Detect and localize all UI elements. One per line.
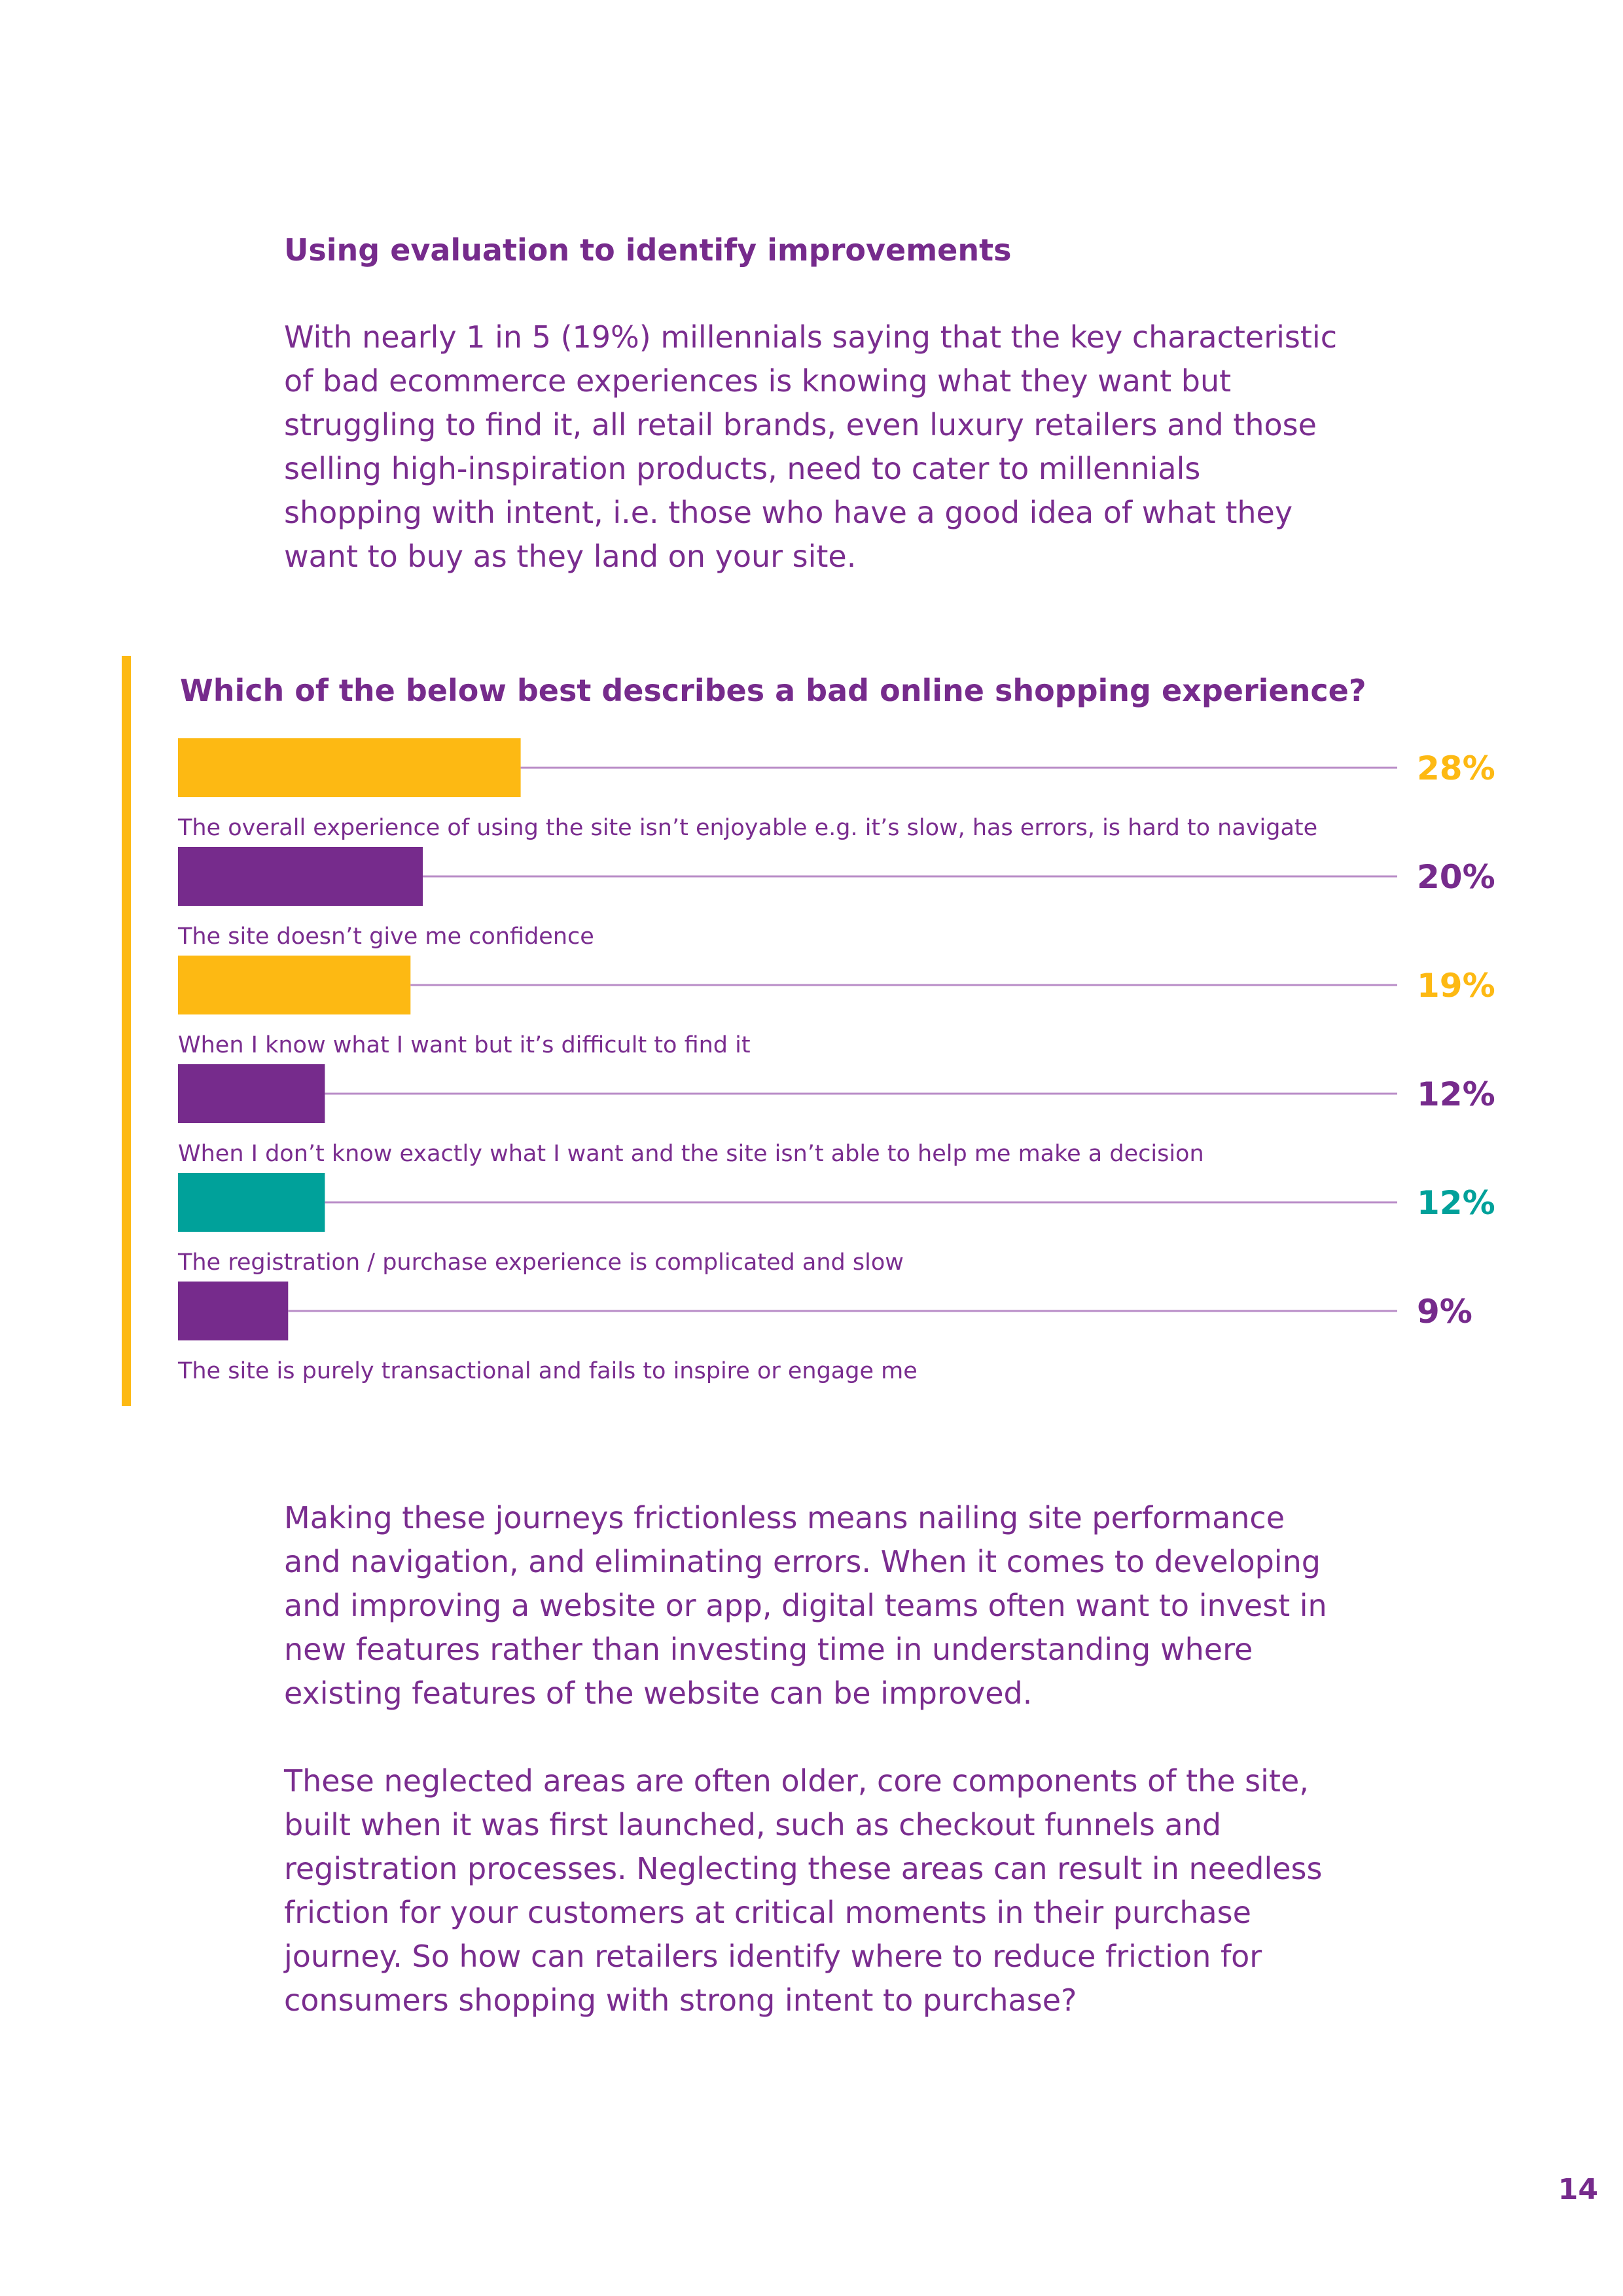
chart-title: Which of the below best describes a bad … <box>180 673 1366 708</box>
value-label-3: 19% <box>1417 967 1495 1005</box>
bar-5 <box>178 1173 325 1232</box>
page-number: 14 <box>1558 2173 1598 2206</box>
category-label-1: The overall experience of using the site… <box>177 815 1317 841</box>
category-label-2: The site doesn’t give me confidence <box>177 924 594 950</box>
bar-2 <box>178 847 423 906</box>
body-paragraph-1: Making these journeys frictionless means… <box>284 1500 1327 1711</box>
body-paragraph-2: These neglected areas are often older, c… <box>284 1763 1323 2018</box>
category-label-6: The site is purely transactional and fai… <box>177 1358 918 1384</box>
bar-4 <box>178 1064 325 1123</box>
category-label-5: The registration / purchase experience i… <box>177 1249 904 1276</box>
category-label-3: When I know what I want but it’s difficu… <box>178 1032 751 1058</box>
bar-3 <box>178 956 411 1014</box>
value-label-1: 28% <box>1417 749 1495 787</box>
section-heading: Using evaluation to identify improvement… <box>284 232 1012 268</box>
value-label-6: 9% <box>1417 1293 1472 1331</box>
bar-1 <box>178 738 521 797</box>
chart-accent-bar <box>122 656 131 1406</box>
value-label-4: 12% <box>1417 1075 1495 1113</box>
value-label-2: 20% <box>1417 858 1495 896</box>
bar-chart: 28% The overall experience of using the s… <box>177 738 1495 1384</box>
intro-paragraph: With nearly 1 in 5 (19%) millennials say… <box>284 319 1337 574</box>
value-label-5: 12% <box>1417 1184 1495 1222</box>
category-label-4: When I don’t know exactly what I want an… <box>178 1141 1204 1167</box>
bar-6 <box>178 1282 289 1340</box>
